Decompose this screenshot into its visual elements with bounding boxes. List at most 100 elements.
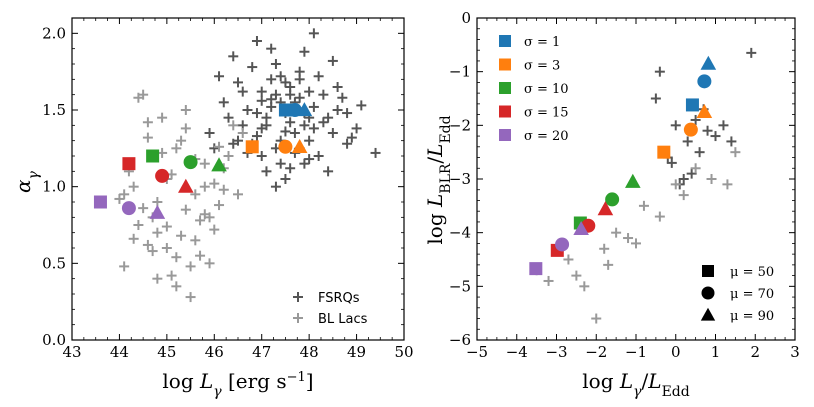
point-bllac <box>190 189 201 200</box>
point-bllac <box>161 243 172 253</box>
point-bllac <box>603 259 614 270</box>
point-fsrq <box>654 66 665 77</box>
point-bllac <box>171 143 182 154</box>
marker-sigma1-mu70 <box>697 74 712 89</box>
legend-swatch-sigma10 <box>499 82 511 94</box>
sigma-legend: σ = 1 σ = 3 σ = 10 σ = 15 σ = 20 <box>499 35 569 144</box>
point-fsrq <box>242 105 253 115</box>
point-fsrq <box>370 147 381 158</box>
marker-sigma20-mu50 <box>529 262 543 276</box>
point-bllac <box>142 117 153 128</box>
point-bllac <box>579 281 590 292</box>
point-bllac <box>204 258 215 269</box>
point-fsrq <box>313 151 324 161</box>
y-tick-label: 0.5 <box>42 254 66 272</box>
point-bllac <box>233 189 243 200</box>
point-bllac <box>171 281 182 292</box>
mu-legend: μ = 50 μ = 70 μ = 90 <box>700 265 774 324</box>
point-fsrq <box>237 86 248 97</box>
point-fsrq <box>650 93 661 104</box>
point-fsrq <box>256 86 267 97</box>
point-fsrq <box>294 92 305 103</box>
point-bllac <box>654 211 665 222</box>
x-tick-label: 49 <box>347 343 366 361</box>
point-bllac <box>171 252 182 263</box>
x-tick-label: 44 <box>110 343 129 361</box>
y-tick-label: −3 <box>449 170 471 188</box>
point-bllac <box>204 212 215 223</box>
point-fsrq <box>710 131 721 142</box>
y-tick-label: 1.5 <box>42 101 66 119</box>
point-fsrq <box>270 59 281 69</box>
marker-sigma20-mu70 <box>555 237 570 252</box>
point-fsrq <box>346 132 357 143</box>
x-tick-label: −5 <box>466 343 488 361</box>
marker-sigma1-mu50 <box>685 98 699 112</box>
point-fsrq <box>280 174 291 184</box>
marker-sigma20-mu50 <box>93 195 107 209</box>
x-tick-label: −2 <box>585 343 607 361</box>
legend-swatch-sigma20 <box>499 129 511 141</box>
point-fsrq <box>313 71 324 82</box>
x-tick-label: 46 <box>205 343 224 361</box>
x-tick-label: 50 <box>394 343 413 361</box>
x-tick-label: 48 <box>300 343 319 361</box>
point-bllac <box>623 233 634 244</box>
point-bllac <box>180 105 191 115</box>
point-fsrq <box>342 108 353 119</box>
y-tick-label: −5 <box>449 277 471 295</box>
legend-swatch-sigma1 <box>499 35 511 47</box>
marker-sigma3-mu70 <box>278 139 293 154</box>
y-axis-label: αγ <box>11 170 42 193</box>
point-fsrq <box>351 123 362 134</box>
point-bllac <box>190 235 201 246</box>
point-fsrq <box>318 117 329 128</box>
point-fsrq <box>726 136 737 147</box>
marker-sigma3-mu70 <box>683 122 698 137</box>
point-bllac <box>114 193 125 204</box>
point-fsrq <box>214 71 225 82</box>
point-fsrq <box>270 89 281 100</box>
point-fsrq <box>270 181 281 192</box>
point-fsrq <box>678 174 689 184</box>
point-fsrq <box>318 89 329 100</box>
marker-sigma1-mu90 <box>296 102 313 117</box>
point-bllac <box>166 270 177 281</box>
point-fsrq <box>746 47 757 58</box>
x-tick-label: −4 <box>506 343 528 361</box>
marker-sigma20-mu70 <box>121 201 136 216</box>
point-bllac <box>180 123 191 134</box>
point-fsrq <box>686 168 697 179</box>
marker-sigma10-mu70 <box>605 192 620 207</box>
point-bllac <box>199 158 210 169</box>
point-fsrq <box>327 128 338 138</box>
point-bllac <box>638 200 649 211</box>
point-fsrq <box>718 120 729 131</box>
point-bllac <box>214 200 225 211</box>
point-bllac <box>209 224 220 235</box>
point-fsrq <box>670 120 681 131</box>
point-bllac <box>543 275 554 286</box>
marker-sigma10-mu90 <box>211 157 227 172</box>
point-fsrq <box>266 74 277 85</box>
marker-sigma15-mu70 <box>155 168 170 183</box>
point-bllac <box>611 227 622 238</box>
y-tick-label: 0.0 <box>42 331 66 349</box>
point-bllac <box>133 220 144 230</box>
x-tick-label: 45 <box>157 343 176 361</box>
point-bllac <box>218 184 229 195</box>
panel-1: 43 44 45 46 47 48 49 50 0.0 0.5 1.0 1.5 2.0 <box>42 17 414 361</box>
x-tick-label: 3 <box>790 343 800 361</box>
x-tick-label: 47 <box>252 343 271 361</box>
point-fsrq <box>289 128 300 138</box>
point-bllac <box>722 179 733 190</box>
point-fsrq <box>332 82 343 92</box>
point-fsrq <box>682 136 693 147</box>
point-fsrq <box>251 131 262 142</box>
point-fsrq <box>337 92 348 103</box>
legend-label-sigma3: σ = 3 <box>524 59 560 74</box>
point-fsrq <box>690 114 701 125</box>
y-tick-label: −2 <box>449 116 471 134</box>
point-bllac <box>161 221 172 232</box>
point-bllac <box>678 190 689 201</box>
